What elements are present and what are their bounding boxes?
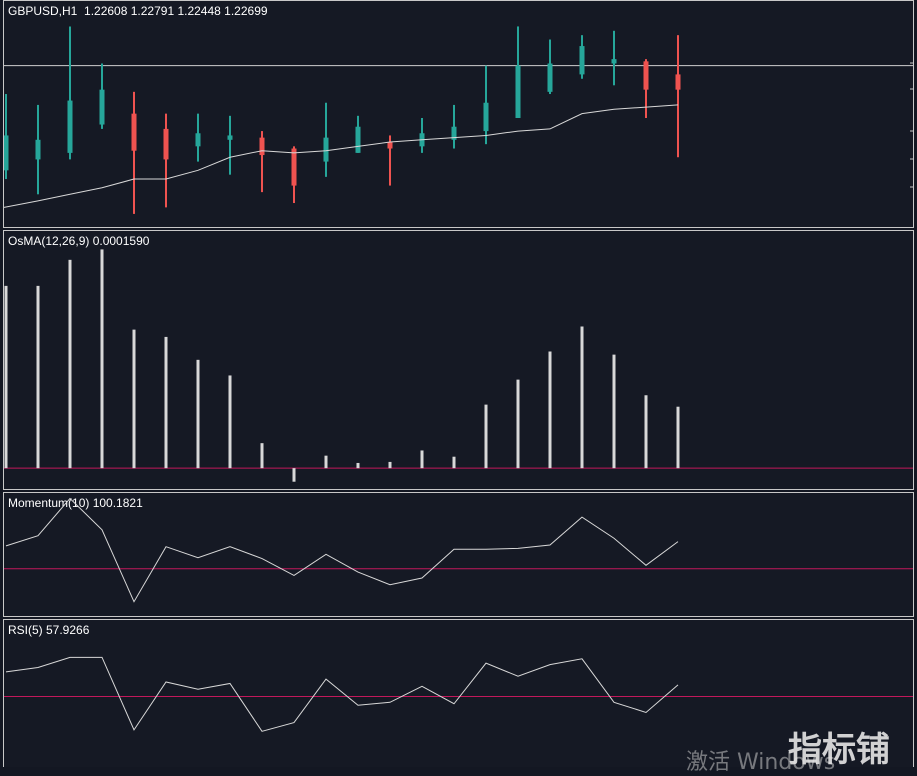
candle-body — [451, 126, 457, 140]
candle-body — [323, 137, 329, 162]
osma-bar — [324, 455, 328, 469]
osma-histogram — [4, 249, 913, 482]
osma-label: OsMA(12,26,9) 0.0001590 — [8, 234, 150, 248]
brand-watermark: 指标铺 — [788, 730, 890, 770]
candle-body — [355, 126, 361, 153]
osma-bar — [484, 404, 488, 469]
candle-body — [515, 65, 521, 118]
rsi-label: RSI(5) 57.9266 — [8, 623, 90, 637]
rsi-line — [5, 656, 679, 732]
osma-bar — [356, 462, 360, 469]
candle-body — [483, 102, 489, 132]
osma-bar — [388, 461, 392, 469]
osma-bar — [676, 406, 680, 469]
candlestick-chart — [4, 26, 913, 214]
osma-bar — [36, 285, 40, 469]
candle-body — [67, 100, 73, 153]
osma-bar — [292, 468, 296, 482]
candle-body — [35, 139, 41, 160]
candle-body — [579, 46, 585, 75]
osma-bar — [644, 395, 648, 469]
candle-body — [227, 135, 233, 140]
candle-body — [99, 89, 105, 125]
osma-bar — [580, 326, 584, 469]
osma-bar — [260, 443, 264, 469]
osma-bar — [68, 259, 72, 469]
candle-body — [131, 113, 137, 151]
osma-bar — [548, 351, 552, 469]
osma-bar — [196, 359, 200, 469]
osma-bar — [420, 450, 424, 469]
candle-body — [163, 128, 169, 160]
candle-body — [291, 148, 297, 186]
osma-bar — [4, 285, 8, 469]
candle-body — [387, 141, 393, 149]
candle-body — [547, 63, 553, 92]
osma-bar — [516, 379, 520, 469]
rsi-line-chart — [4, 656, 913, 732]
osma-bar — [612, 354, 616, 469]
price-chart-pane[interactable]: GBPUSD,H1 1.22608 1.22791 1.22448 1.2269… — [3, 0, 914, 228]
osma-bar — [452, 456, 456, 469]
candle-body — [675, 74, 681, 90]
osma-bar — [100, 249, 104, 469]
moving-average-line — [4, 104, 679, 208]
rsi-pane[interactable]: RSI(5) 57.9266 — [3, 619, 914, 767]
symbol-quote-label: GBPUSD,H1 1.22608 1.22791 1.22448 1.2269… — [8, 4, 268, 18]
symbol-label: GBPUSD,H1 — [8, 4, 78, 18]
momentum-line-chart — [4, 497, 913, 603]
candle-body — [259, 137, 265, 156]
quote-label: 1.22608 1.22791 1.22448 1.22699 — [84, 4, 268, 18]
momentum-line — [5, 497, 679, 603]
candle-body — [4, 135, 9, 171]
momentum-pane[interactable]: Momentum(10) 100.1821 — [3, 492, 914, 617]
osma-bar — [132, 329, 136, 469]
osma-bar — [164, 336, 168, 469]
candle-body — [195, 133, 201, 147]
candle-body — [611, 59, 617, 64]
candle-body — [643, 61, 649, 90]
osma-bar — [228, 375, 232, 469]
osma-pane[interactable]: OsMA(12,26,9) 0.0001590 — [3, 230, 914, 490]
